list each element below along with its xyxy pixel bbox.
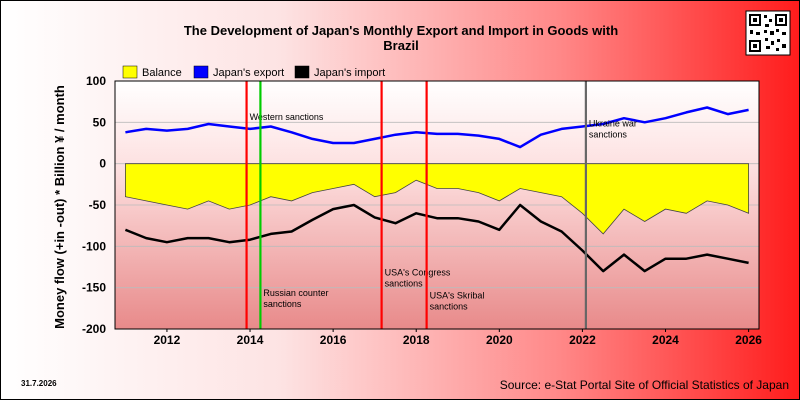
x-axis-ticks: 2012 2014 2016 2018 2020 2022 2024 2026 — [154, 329, 762, 347]
chart-title-line2: Brazil — [383, 38, 418, 53]
series-export-line — [125, 106, 749, 149]
y-axis-ticks: 100 50 0 -50 -100 -150 -200 — [82, 74, 106, 336]
event-label: sanctions — [430, 301, 469, 311]
event-label: sanctions — [385, 278, 424, 288]
y-tick-label: 100 — [86, 74, 106, 88]
event-label: sanctions — [589, 129, 628, 139]
chart-title: The Development of Japan's Monthly Expor… — [184, 23, 618, 38]
event-label: sanctions — [263, 299, 302, 309]
x-tick-label: 2016 — [320, 333, 347, 347]
y-tick-label: 50 — [93, 115, 107, 129]
plot-border — [114, 80, 760, 330]
series-layer — [124, 106, 749, 273]
event-label: Russian counter — [263, 288, 328, 298]
x-tick-label: 2024 — [652, 333, 679, 347]
y-tick-label: -50 — [89, 198, 107, 212]
y-tick-label: -100 — [82, 239, 106, 253]
y-axis-label: Money flow (+in -out) * Billion ¥ / mont… — [52, 85, 67, 329]
legend-swatch-balance — [122, 65, 138, 79]
qr-code-icon — [745, 10, 791, 56]
event-label: USA's Congress — [385, 267, 451, 277]
legend-label-import: Japan's import — [314, 67, 385, 79]
y-tick-label: 0 — [99, 157, 106, 171]
legend: Balance Japan's export Japan's import — [122, 65, 385, 79]
y-tick-label: -150 — [82, 281, 106, 295]
y-tick-label: -200 — [82, 322, 106, 336]
event-label: USA's Skribal — [430, 290, 485, 300]
x-tick-label: 2012 — [154, 333, 181, 347]
x-tick-label: 2020 — [486, 333, 513, 347]
legend-swatch-export — [193, 65, 209, 79]
x-tick-label: 2026 — [735, 333, 762, 347]
legend-swatch-import — [294, 65, 310, 79]
series-balance-area — [125, 163, 749, 235]
x-tick-label: 2022 — [569, 333, 596, 347]
x-tick-label: 2014 — [237, 333, 264, 347]
event-label: Ukraine war — [589, 118, 637, 128]
series-import-line — [124, 203, 749, 273]
date-stamp: 31.7.2026 — [21, 379, 57, 388]
legend-label-export: Japan's export — [213, 67, 284, 79]
event-label: Western sanctions — [250, 112, 324, 122]
x-tick-label: 2018 — [403, 333, 430, 347]
legend-label-balance: Balance — [142, 67, 182, 79]
source-note: Source: e-Stat Portal Site of Official S… — [500, 378, 789, 392]
